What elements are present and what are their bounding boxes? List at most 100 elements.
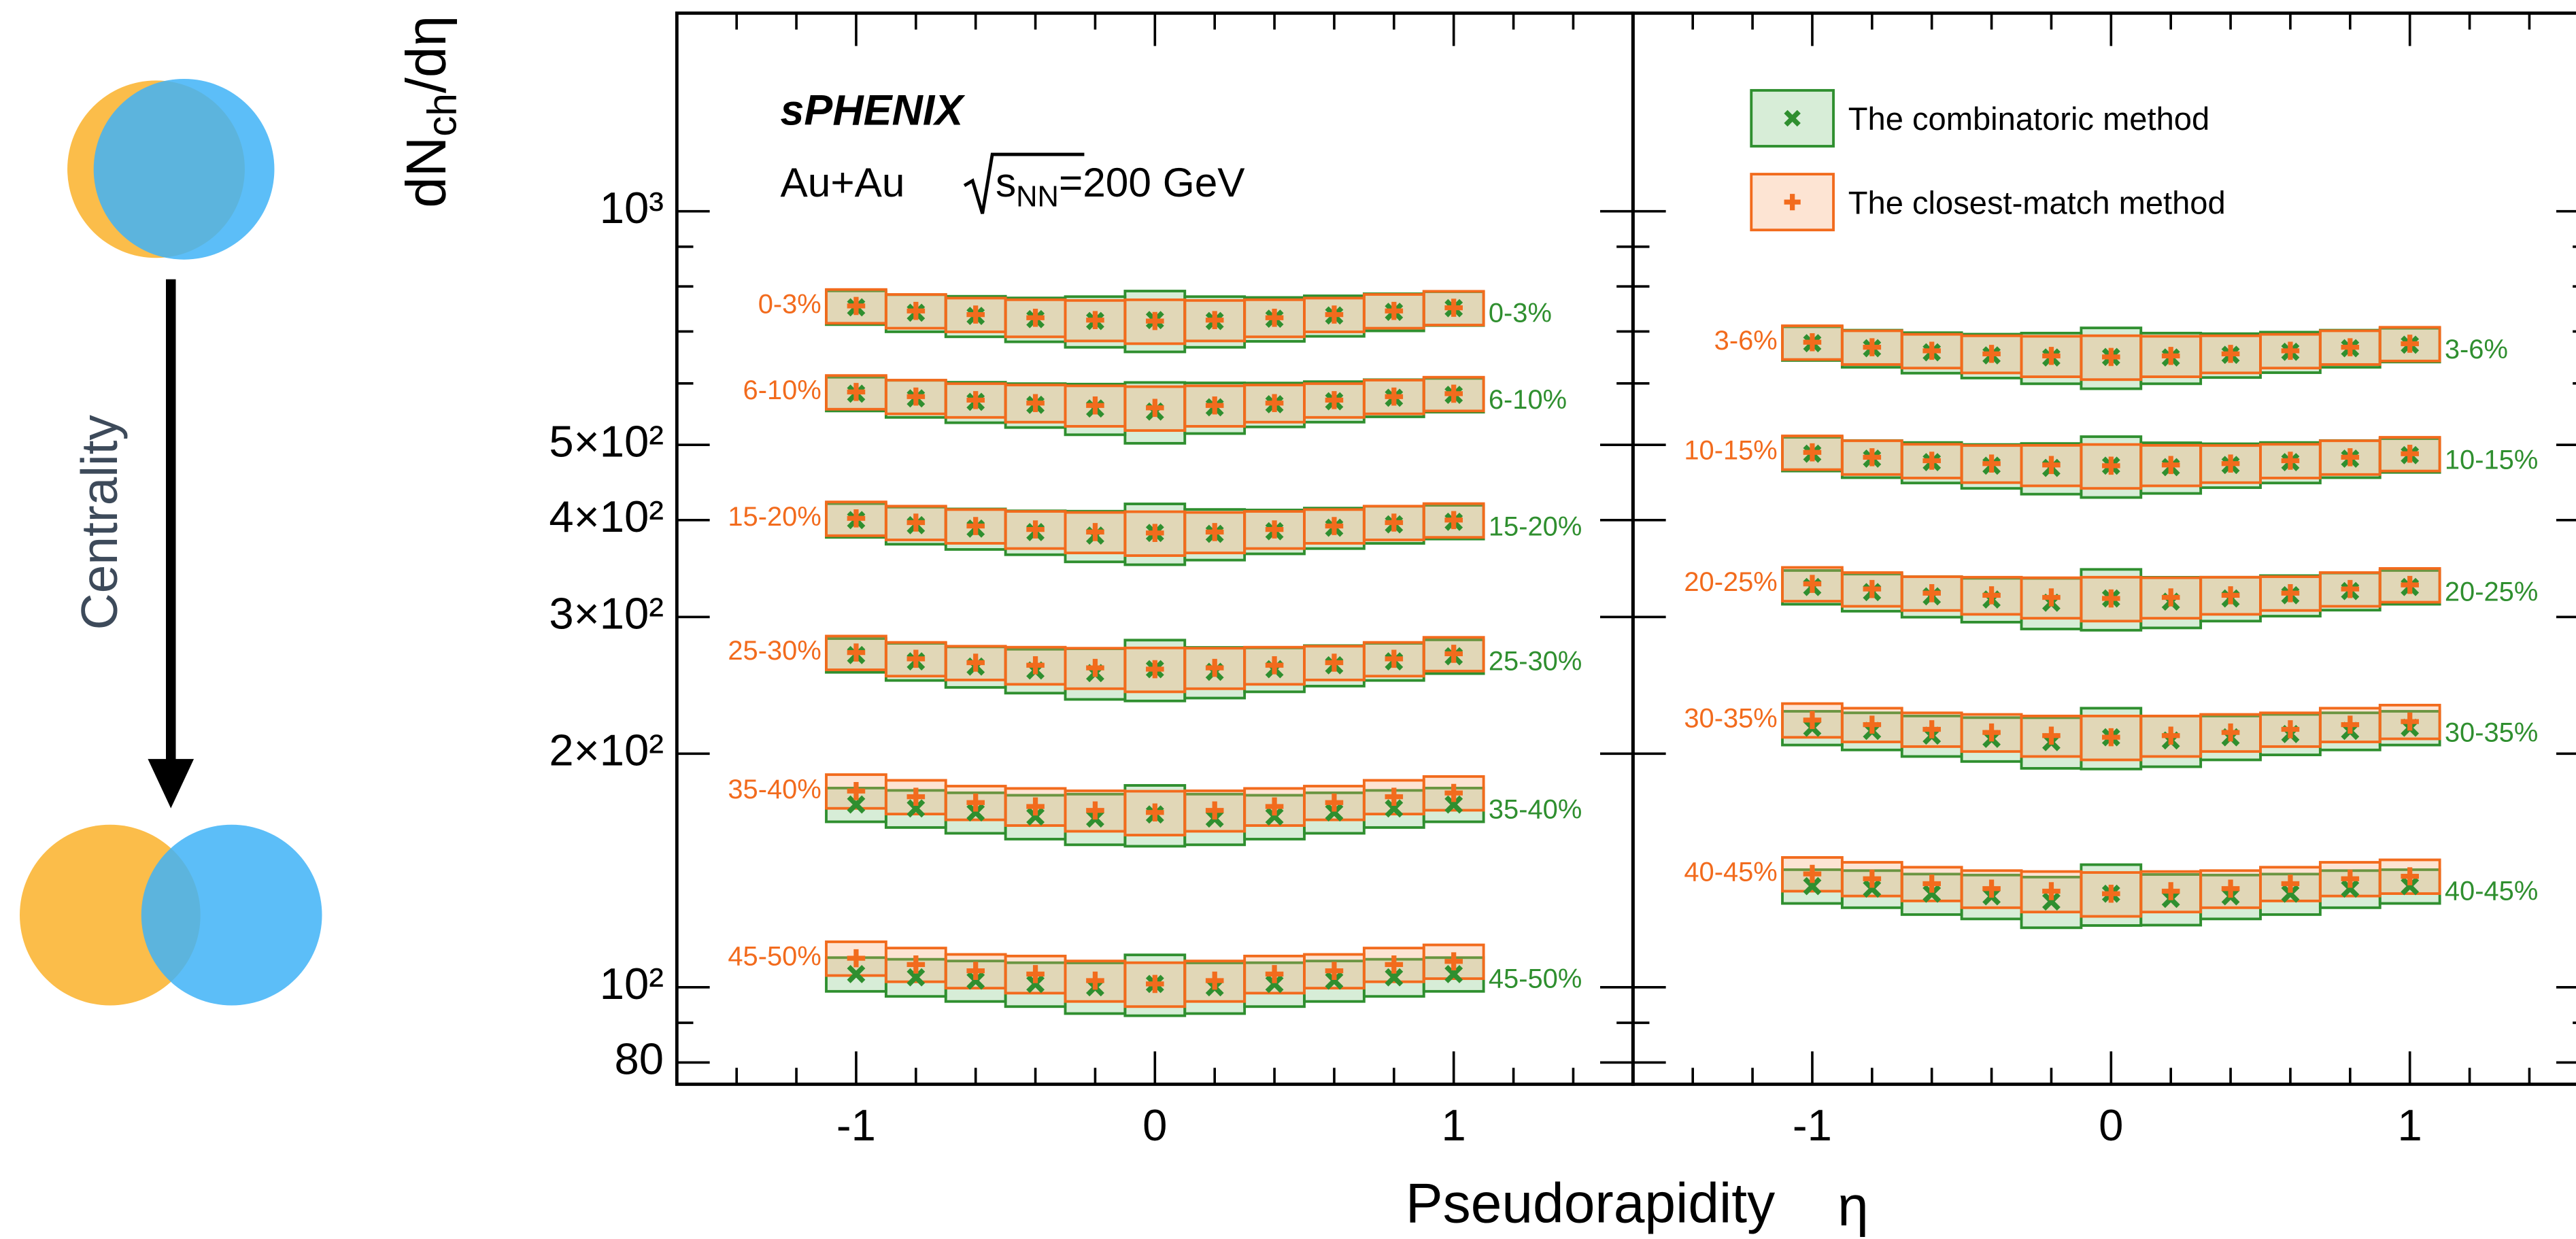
energy-var: s: [996, 159, 1016, 205]
data-point: [1444, 299, 1463, 317]
data-point: [1385, 799, 1404, 818]
uncertainty-box: [2378, 703, 2441, 741]
centrality-label: 15-20%: [728, 502, 821, 532]
y-axis-label: dNch/dη: [396, 16, 465, 208]
data-point: [1325, 971, 1344, 990]
data-point: [906, 799, 926, 818]
y-label-sub: ch: [419, 93, 465, 137]
data-point: [1086, 396, 1104, 415]
uncertainty-box: [1840, 329, 1903, 366]
data-point: [1086, 801, 1104, 820]
data-point: [847, 949, 866, 968]
data-point: [1146, 524, 1164, 543]
centrality-label: 20-25%: [1684, 567, 1777, 597]
data-point: [2161, 726, 2180, 745]
x-tick-label: 1: [2398, 1100, 2422, 1150]
data-point: [1146, 398, 1164, 418]
data-point: [1982, 454, 2001, 473]
data-point: [847, 296, 866, 316]
data-point: [1086, 311, 1104, 329]
data-point: [2341, 869, 2360, 888]
x-axis-symbol: η: [1837, 1176, 1869, 1238]
data-point: [966, 793, 985, 812]
data-point: [2042, 882, 2061, 900]
data-point: [2102, 347, 2120, 367]
data-point: [1444, 384, 1463, 403]
x-tick-label: -1: [836, 1100, 876, 1150]
data-point: [1803, 575, 1822, 593]
uncertainty-box: [884, 379, 947, 415]
data-point: [1146, 311, 1164, 330]
energy-value: =200 GeV: [1059, 159, 1245, 205]
uncertainty-box: [1183, 384, 1247, 428]
data-point: [1205, 396, 1224, 415]
centrality-label: 40-45%: [2445, 876, 2538, 906]
data-point: [1863, 338, 1882, 356]
data-point: [966, 517, 985, 535]
centrality-label: 15-20%: [1489, 511, 1582, 541]
y-tick-label: 10²: [600, 959, 664, 1008]
data-point: [1922, 884, 1942, 903]
data-point: [2401, 575, 2419, 594]
data-point: [1922, 583, 1941, 602]
data-point: [1922, 452, 1941, 470]
data-point: [847, 643, 866, 662]
data-point: [906, 787, 926, 806]
y-label-rest: /dη: [396, 16, 458, 93]
uncertainty-box: [1004, 296, 1067, 343]
data-point: [1205, 658, 1224, 677]
data-point: [906, 968, 926, 987]
data-point: [2042, 456, 2061, 475]
centrality-label: 40-45%: [1684, 858, 1777, 887]
uncertainty-box: [2139, 714, 2203, 758]
centrality-label: 35-40%: [1489, 794, 1582, 824]
data-point: [1444, 952, 1463, 970]
centrality-label: 3-6%: [2445, 335, 2508, 364]
data-point: [1325, 793, 1344, 812]
x-tick-label: -1: [1793, 1100, 1832, 1150]
data-point: [1325, 962, 1344, 980]
legend-label: The closest-match method: [1848, 184, 2226, 220]
centrality-label: 6-10%: [743, 375, 821, 405]
data-point: [1026, 656, 1045, 675]
data-point: [1325, 803, 1344, 822]
data-point: [966, 803, 985, 822]
data-point: [1146, 974, 1164, 994]
data-point: [2341, 879, 2360, 898]
data-point: [1086, 971, 1104, 990]
data-point: [2161, 456, 2180, 475]
data-point: [2221, 586, 2240, 605]
centrality-label: 10-15%: [2445, 445, 2538, 475]
data-point: [966, 391, 985, 409]
data-point: [2161, 882, 2180, 900]
data-point: [2221, 345, 2240, 363]
centrality-label: 45-50%: [728, 942, 821, 972]
data-point: [1863, 879, 1882, 898]
y-tick-label: 80: [614, 1034, 664, 1084]
data-point: [2401, 335, 2419, 353]
data-point: [2281, 875, 2300, 893]
centrality-label: 20-25%: [2445, 577, 2538, 607]
data-point: [2042, 347, 2061, 365]
arrow-shaft: [166, 279, 176, 764]
data-point: [1325, 517, 1344, 535]
nucleus-b: [93, 78, 275, 260]
data-point: [966, 654, 985, 672]
data-point: [2281, 583, 2300, 602]
data-point: [906, 301, 926, 320]
experiment-label: sPHENIX: [781, 86, 966, 134]
data-point: [1444, 783, 1463, 802]
data-point: [1146, 660, 1164, 679]
data-point: [1325, 391, 1344, 409]
data-point: [1385, 301, 1404, 320]
data-point: [1385, 513, 1404, 532]
data-point: [2281, 720, 2300, 739]
data-point: [1265, 797, 1284, 816]
centrality-label: 3-6%: [1714, 326, 1778, 356]
data-point: [1385, 387, 1404, 406]
centrality-label: 25-30%: [728, 636, 821, 666]
x-tick-label: 0: [2099, 1100, 2123, 1150]
legend-marker: [1784, 194, 1801, 211]
data-point: [1863, 869, 1882, 888]
